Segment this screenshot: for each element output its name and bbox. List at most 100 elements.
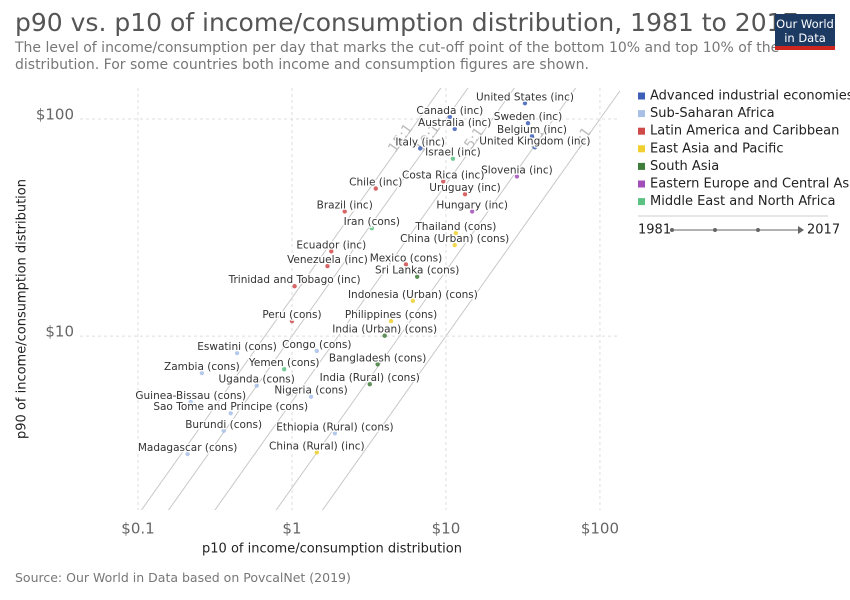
point-label: Canada (inc) bbox=[416, 105, 483, 117]
point bbox=[522, 101, 528, 106]
legend-label: Latin America and Caribbean bbox=[650, 124, 839, 139]
point-label: Uruguay (inc) bbox=[429, 182, 501, 194]
point-label: Zambia (cons) bbox=[164, 361, 240, 373]
point bbox=[414, 274, 420, 279]
point bbox=[289, 318, 295, 324]
point bbox=[367, 381, 372, 387]
ratio-line bbox=[275, 88, 577, 510]
point bbox=[532, 145, 538, 150]
point-label: Sri Lanka (cons) bbox=[375, 265, 459, 277]
timeline-dot bbox=[713, 228, 717, 232]
point-label: Thailand (cons) bbox=[414, 221, 496, 233]
point bbox=[410, 298, 416, 303]
point-label: Costa Rica (inc) bbox=[402, 169, 484, 181]
legend-label: Advanced industrial economies bbox=[650, 89, 850, 104]
x-tick-label: $1 bbox=[282, 520, 301, 538]
x-tick-label: $100 bbox=[581, 520, 619, 538]
legend-swatch bbox=[638, 92, 645, 100]
point-label: Sao Tome and Principe (cons) bbox=[153, 401, 308, 413]
point-label: Mexico (cons) bbox=[370, 252, 443, 264]
point-label: Trinidad and Tobago (inc) bbox=[228, 274, 361, 286]
timeline-dot bbox=[670, 228, 674, 232]
point bbox=[403, 262, 409, 267]
point-label: Ecuador (inc) bbox=[296, 239, 366, 251]
point bbox=[228, 411, 233, 416]
point-label: United States (inc) bbox=[476, 91, 574, 103]
point-label: Chile (inc) bbox=[349, 177, 402, 189]
point bbox=[375, 362, 380, 367]
source: Source: Our World in Data based on Povca… bbox=[15, 570, 351, 585]
point bbox=[342, 209, 347, 214]
point bbox=[382, 333, 387, 338]
logo: Our World in Data bbox=[775, 14, 835, 50]
point bbox=[199, 370, 205, 376]
point-label: Madagascar (cons) bbox=[138, 442, 238, 454]
point bbox=[529, 133, 535, 139]
point bbox=[417, 146, 423, 151]
point bbox=[450, 156, 456, 161]
point bbox=[441, 179, 446, 184]
legend-swatch bbox=[638, 145, 645, 153]
point bbox=[221, 428, 226, 434]
point bbox=[234, 350, 240, 356]
point-label: Uganda (cons) bbox=[218, 374, 294, 386]
timeline-dot bbox=[756, 228, 760, 232]
point bbox=[325, 263, 330, 269]
ratio-line bbox=[140, 88, 442, 510]
point-label: Burundi (cons) bbox=[185, 419, 262, 431]
point bbox=[447, 114, 453, 120]
point-label: Nigeria (cons) bbox=[274, 385, 347, 397]
point-label: Indonesia (Urban) (cons) bbox=[348, 289, 478, 301]
chart-title: p90 vs. p10 of income/consumption distri… bbox=[15, 8, 799, 37]
point bbox=[314, 348, 320, 354]
legend-swatch bbox=[638, 198, 645, 206]
point-label: Belgium (inc) bbox=[497, 124, 567, 136]
legend-label: Middle East and North Africa bbox=[650, 194, 835, 209]
legend-swatch bbox=[638, 180, 645, 188]
legend-label: Eastern Europe and Central Asia bbox=[650, 177, 850, 192]
x-tick-label: $10 bbox=[432, 520, 461, 538]
point bbox=[388, 318, 394, 324]
timeline-start: 1981 bbox=[638, 223, 671, 238]
point-label: China (Urban) (cons) bbox=[400, 233, 509, 245]
logo-text: in Data bbox=[784, 31, 826, 45]
point-label: Brazil (inc) bbox=[317, 199, 373, 211]
point bbox=[281, 366, 287, 372]
point-label: Sweden (inc) bbox=[494, 111, 562, 123]
legend-swatch bbox=[638, 162, 645, 170]
point-label: Australia (inc) bbox=[418, 117, 491, 129]
point-label: United Kingdom (inc) bbox=[479, 135, 590, 147]
y-axis-title: p90 of income/consumption distribution bbox=[15, 179, 30, 439]
point-label: Philippines (cons) bbox=[345, 309, 437, 321]
point bbox=[292, 283, 297, 289]
x-tick-label: $0.1 bbox=[121, 520, 154, 538]
point-label: Yemen (cons) bbox=[248, 357, 320, 369]
legend-swatch bbox=[638, 127, 645, 135]
point bbox=[369, 225, 375, 231]
ratio-line bbox=[214, 88, 515, 510]
timeline-arrow bbox=[798, 226, 804, 234]
legend-swatch bbox=[638, 110, 645, 118]
point-label: China (Rural) (inc) bbox=[269, 440, 365, 452]
point-label: India (Urban) (cons) bbox=[332, 324, 437, 336]
y-tick-label: $10 bbox=[45, 323, 74, 341]
point bbox=[453, 230, 459, 236]
point-label: Hungary (inc) bbox=[436, 199, 508, 211]
point-label: India (Rural) (cons) bbox=[320, 372, 420, 384]
point bbox=[329, 249, 334, 254]
point-label: Israel (inc) bbox=[425, 147, 481, 159]
point bbox=[469, 209, 475, 214]
point bbox=[514, 174, 520, 179]
point bbox=[373, 186, 378, 191]
legend-label: Sub-Saharan Africa bbox=[650, 106, 775, 121]
point-label: Italy (inc) bbox=[395, 136, 445, 148]
legend-label: East Asia and Pacific bbox=[650, 141, 783, 156]
point bbox=[314, 450, 320, 455]
point bbox=[452, 126, 457, 132]
point bbox=[188, 399, 193, 405]
legend-label: South Asia bbox=[650, 159, 719, 174]
point bbox=[462, 192, 468, 197]
point bbox=[254, 383, 259, 388]
